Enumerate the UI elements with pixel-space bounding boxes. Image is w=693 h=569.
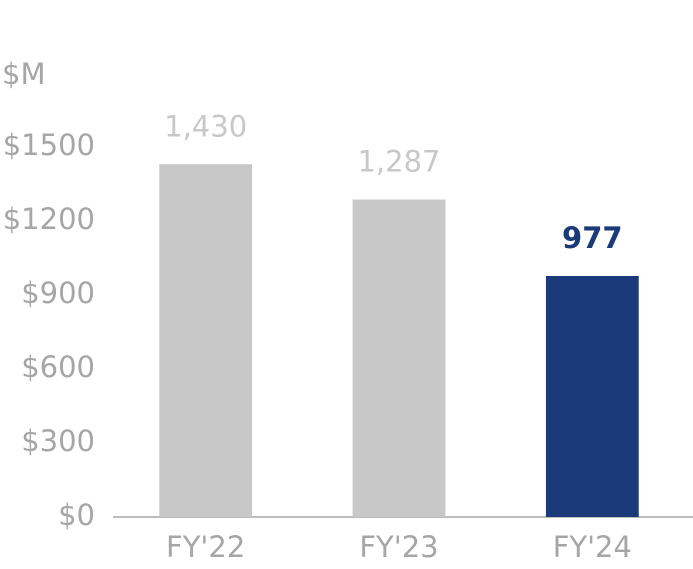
y-axis-label: $M — [2, 57, 45, 91]
x-tick-label: FY'24 — [553, 530, 632, 564]
y-tick-label: $1200 — [3, 202, 95, 236]
y-tick-label: $300 — [21, 424, 95, 458]
bar — [352, 199, 446, 518]
bar — [159, 164, 253, 517]
y-tick-label: $0 — [58, 498, 95, 532]
value-label: 1,430 — [164, 109, 247, 143]
bar — [545, 276, 639, 517]
value-label: 977 — [562, 221, 623, 255]
y-tick-label: $1500 — [3, 128, 95, 162]
y-tick-label: $900 — [21, 276, 95, 310]
x-tick-label: FY'22 — [166, 530, 245, 564]
x-tick-label: FY'23 — [359, 530, 438, 564]
value-label: 1,287 — [357, 145, 440, 179]
y-tick-label: $600 — [21, 350, 95, 384]
